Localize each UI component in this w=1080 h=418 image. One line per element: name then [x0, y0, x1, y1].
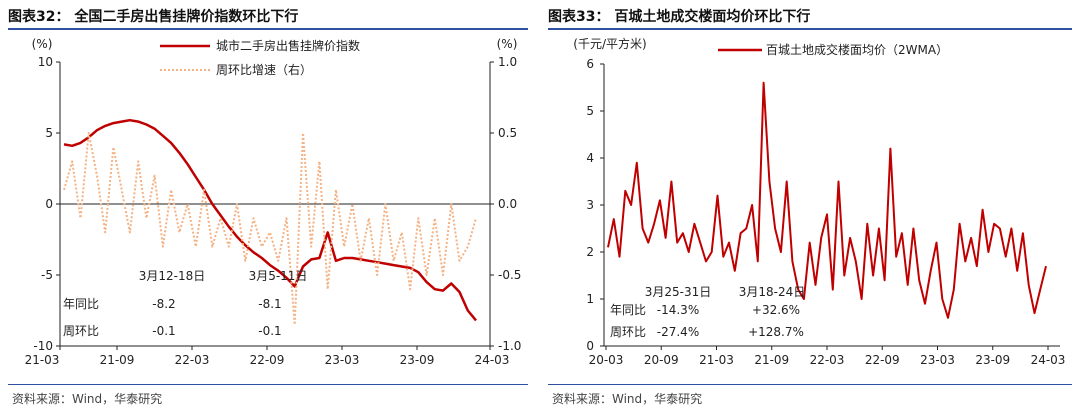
annotation-row-label: 周环比	[610, 325, 646, 339]
annotation-value: +32.6%	[752, 303, 800, 317]
y-left-tick-label: 0	[45, 197, 53, 211]
x-tick-label: 22-03	[175, 353, 210, 367]
source-note: 资料来源：Wind，华泰研究	[12, 392, 163, 406]
x-tick-label: 21-09	[754, 353, 789, 367]
annotation-row-label: 周环比	[63, 324, 99, 338]
annotation-column-header: 3月12-18日	[139, 269, 206, 283]
y-tick-label: 4	[586, 151, 594, 165]
y-tick-label: 1	[586, 292, 594, 306]
x-tick-label: 22-03	[810, 353, 845, 367]
y-left-tick-label: -10	[33, 339, 53, 353]
x-tick-label: 23-03	[920, 353, 955, 367]
series-line-listing-index	[63, 118, 477, 322]
y-tick-label: 0	[586, 339, 594, 353]
x-tick-label: 21-09	[100, 353, 135, 367]
annotation-value: -27.4%	[657, 325, 699, 339]
y-right-tick-label: 1.0	[498, 55, 517, 69]
annotation-value: -0.1	[152, 324, 175, 338]
x-tick-label: 24-03	[1031, 353, 1066, 367]
legend-label: 百城土地成交楼面均价（2WMA）	[766, 42, 948, 57]
bottom-rule	[548, 384, 1072, 385]
x-tick-label: 22-09	[250, 353, 285, 367]
bottom-rule	[8, 384, 528, 385]
x-tick-label: 23-09	[400, 353, 435, 367]
x-tick-label: 23-09	[975, 353, 1010, 367]
annotation-value: -8.2	[152, 297, 175, 311]
annotation-value: -8.1	[258, 297, 281, 311]
y-right-tick-label: -0.5	[498, 268, 521, 282]
y-unit: (千元/平方米)	[573, 36, 646, 51]
chart-title: 图表33： 百城土地成交楼面均价环比下行	[548, 9, 811, 25]
legend-label: 周环比增速（右）	[216, 62, 312, 77]
y-tick-label: 5	[586, 104, 594, 118]
x-tick-label: 21-03	[25, 353, 60, 367]
annotation-column-header: 3月18-24日	[739, 285, 806, 299]
series-line-land-price	[607, 81, 1047, 319]
x-tick-label: 21-03	[699, 353, 734, 367]
y-tick-label: 6	[586, 57, 594, 71]
y-tick-label: 3	[586, 198, 594, 212]
x-tick-label: 24-03	[475, 353, 510, 367]
line-chart-left: (%) (%) 10 5 0 -5 -10 1.0 0.5 0.0 -0.5 -1.0 21-03 21-…	[25, 37, 522, 367]
x-tick-label: 23-03	[325, 353, 360, 367]
y-right-tick-label: 0.0	[498, 197, 517, 211]
source-note: 资料来源：Wind，华泰研究	[552, 392, 703, 406]
y-left-tick-label: -5	[41, 268, 53, 282]
annotation-value: +128.7%	[748, 325, 804, 339]
title-rule	[548, 28, 1072, 30]
line-chart-right: (千元/平方米) 6 5 4 3 2 1 020-03 20-09 21-03 21-09 22-03…	[573, 36, 1066, 367]
chart-panel-right: 图表33： 百城土地成交楼面均价环比下行 (千元/平方米) 6 5 4 3 2 1 0 20-0…	[540, 0, 1080, 418]
y-tick-label: 2	[586, 245, 594, 259]
chart-title: 图表32： 全国二手房出售挂牌价指数环比下行	[8, 9, 299, 25]
annotation-row-label: 年同比	[610, 303, 646, 317]
x-tick-label: 20-03	[589, 353, 624, 367]
annotation-value: -14.3%	[657, 303, 699, 317]
annotation-row-label: 年同比	[63, 297, 99, 311]
y-left-unit: (%)	[32, 37, 53, 51]
legend-label: 城市二手房出售挂牌价指数	[216, 38, 360, 53]
x-tick-label: 22-09	[865, 353, 900, 367]
y-right-unit: (%)	[497, 37, 518, 51]
x-tick-label: 20-09	[644, 353, 679, 367]
y-right-tick-label: -1.0	[498, 339, 521, 353]
series-line-weekly-change	[63, 132, 477, 326]
y-right-tick-label: 0.5	[498, 126, 517, 140]
y-left-tick-label: 10	[38, 55, 53, 69]
chart-panel-left: 图表32： 全国二手房出售挂牌价指数环比下行 (%) (%) 10 5 0 -5 -10 1.…	[8, 9, 528, 406]
annotation-column-header: 3月25-31日	[645, 285, 712, 299]
annotation-column-header: 3月5-11日	[249, 269, 308, 283]
title-rule	[8, 28, 528, 30]
annotation-value: -0.1	[258, 324, 281, 338]
y-left-tick-label: 5	[45, 126, 53, 140]
